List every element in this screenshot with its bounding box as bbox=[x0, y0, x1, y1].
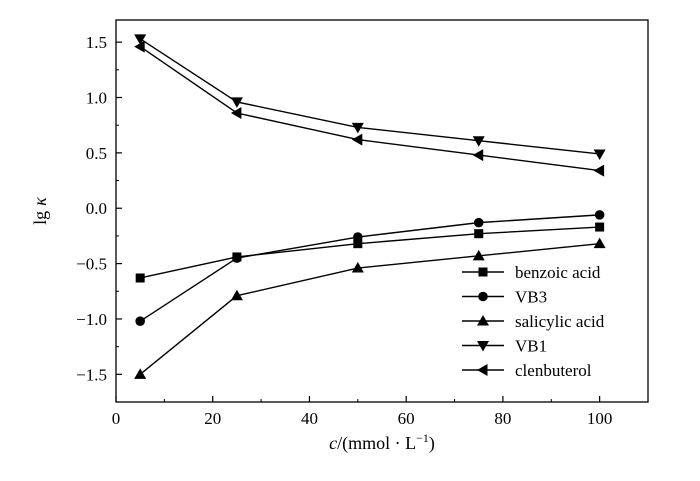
data-point-clenbuterol bbox=[472, 149, 484, 162]
data-point-benzoic-acid bbox=[595, 222, 605, 232]
y-tick-label: 0.5 bbox=[86, 144, 107, 163]
y-tick-label: 1.5 bbox=[86, 33, 107, 52]
data-point-salicylic-acid bbox=[351, 262, 364, 273]
data-point-vb1 bbox=[134, 34, 147, 45]
x-axis-ticks: 0 20 40 60 80 100 bbox=[112, 396, 613, 428]
x-axis-label-close: ) bbox=[429, 433, 435, 454]
y-tick-label: −1.5 bbox=[76, 365, 107, 384]
series-line-clenbuterol bbox=[139, 45, 600, 172]
y-axis-ticks: −1.5 −1.0 −0.5 0.0 0.5 1.0 1.5 bbox=[76, 33, 122, 384]
data-point-salicylic-acid bbox=[230, 289, 243, 301]
x-tick-label: 80 bbox=[494, 409, 511, 428]
legend-label: VB1 bbox=[515, 337, 547, 356]
data-point-vb1 bbox=[351, 122, 364, 134]
y-tick-label: 1.0 bbox=[86, 89, 107, 108]
legend-item-benzoic-acid: benzoic acid bbox=[462, 263, 601, 282]
data-point-vb1 bbox=[230, 97, 243, 108]
series-clenbuterol bbox=[134, 40, 605, 177]
legend-label: clenbuterol bbox=[515, 361, 592, 380]
x-tick-label: 100 bbox=[587, 409, 613, 428]
y-axis-label: lg κ bbox=[30, 197, 50, 225]
x-tick-label: 0 bbox=[112, 409, 121, 428]
data-point-salicylic-acid bbox=[593, 237, 606, 249]
series-line-vb1 bbox=[139, 38, 600, 155]
data-point-vb3 bbox=[473, 217, 484, 228]
legend-label: benzoic acid bbox=[515, 263, 601, 282]
data-point-clenbuterol bbox=[134, 40, 145, 53]
x-tick-label: 20 bbox=[204, 409, 221, 428]
legend-item-vb3: VB3 bbox=[462, 288, 547, 307]
data-point-benzoic-acid bbox=[474, 229, 484, 239]
data-point-vb1 bbox=[593, 149, 606, 160]
legend-label: VB3 bbox=[515, 288, 547, 307]
y-axis-label-kappa: κ bbox=[30, 197, 50, 206]
x-tick-label: 40 bbox=[301, 409, 318, 428]
data-point-clenbuterol bbox=[230, 107, 242, 120]
series-layer bbox=[134, 34, 606, 379]
y-tick-label: −1.0 bbox=[76, 310, 107, 329]
data-point-vb1 bbox=[472, 136, 485, 147]
series-salicylic-acid bbox=[134, 237, 606, 379]
x-axis-label: c/(mmol · L−1) bbox=[329, 431, 435, 454]
data-point-vb3 bbox=[353, 232, 363, 242]
data-point-salicylic-acid bbox=[472, 249, 485, 261]
plot-frame bbox=[115, 19, 649, 403]
legend-marker bbox=[478, 291, 488, 302]
legend-marker bbox=[477, 364, 488, 376]
x-tick-label: 60 bbox=[398, 409, 415, 428]
data-point-clenbuterol bbox=[593, 164, 605, 177]
x-axis-label-unit: /(mmol · L bbox=[337, 433, 416, 454]
data-point-vb3 bbox=[135, 316, 145, 326]
legend-marker bbox=[477, 341, 489, 352]
legend-marker bbox=[478, 267, 488, 277]
legend-item-clenbuterol: clenbuterol bbox=[462, 361, 592, 380]
y-tick-label: 0.0 bbox=[86, 199, 107, 218]
series-vb3 bbox=[135, 210, 605, 326]
data-point-clenbuterol bbox=[351, 133, 363, 146]
y-tick-label: −0.5 bbox=[76, 255, 107, 274]
data-point-benzoic-acid bbox=[135, 273, 145, 283]
legend: benzoic acid VB3 salicylic acid VB1 clenbute… bbox=[462, 263, 605, 380]
data-point-benzoic-acid bbox=[353, 239, 363, 249]
legend-label: salicylic acid bbox=[515, 312, 605, 331]
data-point-vb3 bbox=[232, 253, 242, 263]
x-axis-label-var: c bbox=[329, 433, 337, 453]
legend-marker bbox=[477, 315, 489, 326]
data-point-salicylic-acid bbox=[134, 368, 147, 379]
legend-item-salicylic-acid: salicylic acid bbox=[462, 312, 605, 331]
series-vb1 bbox=[134, 34, 606, 160]
x-axis-label-exponent: −1 bbox=[416, 431, 429, 445]
data-point-vb3 bbox=[594, 210, 605, 220]
legend-item-vb1: VB1 bbox=[462, 337, 547, 356]
y-axis-label-lg: lg bbox=[30, 211, 50, 225]
